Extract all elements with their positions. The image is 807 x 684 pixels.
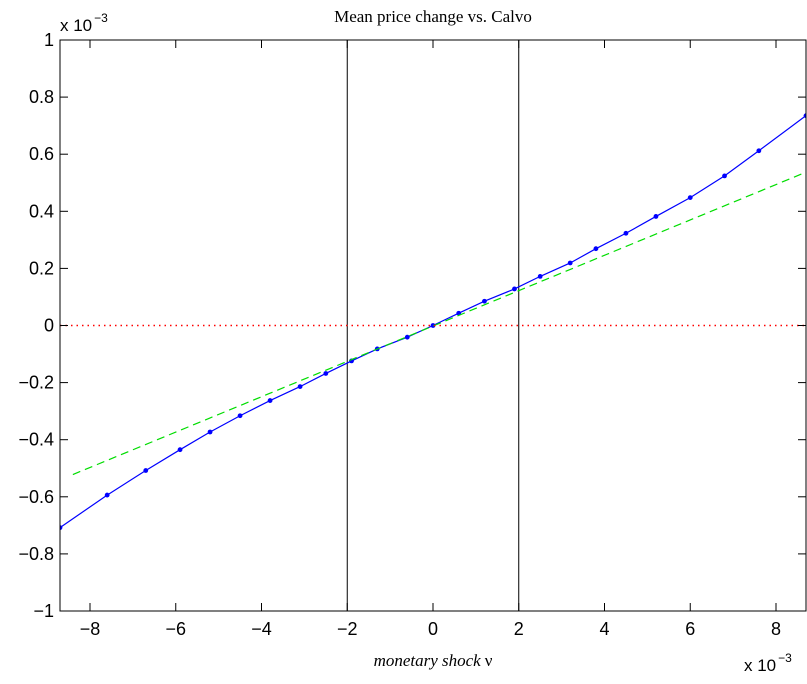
series-0-point [593,246,599,252]
series-0-point [623,230,629,236]
series-0-point [803,113,806,119]
x-axis-label-symbol: ν [485,651,493,670]
y-tick-label: 0.6 [29,144,54,164]
chart-title: Mean price change vs. Calvo [334,7,532,26]
y-tick-label: 0 [44,316,54,336]
plot-content [60,40,806,611]
x-tick-label: −8 [80,619,101,639]
plot-area [60,40,806,611]
series-0-point [207,429,213,435]
series-0-line [60,115,806,529]
x-tick-label: −4 [251,619,272,639]
series-1-line [72,171,806,476]
series-0-point [430,323,436,328]
series-0-point [722,173,727,179]
series-0-point [237,413,243,419]
x-axis-label-text: monetary shock [374,651,482,670]
x-tick-label: −6 [165,619,186,639]
series-0-point [512,286,517,292]
y-tick-label: 0.4 [29,201,54,221]
y-tick-label: −0.2 [18,373,54,393]
y-tick-label: 0.2 [29,258,54,278]
y-axis-multiplier-base: x 10 [60,16,92,35]
x-tick-label: 6 [685,619,695,639]
series-0-point [323,371,329,376]
series-0-point [482,298,487,304]
x-tick-label: 8 [771,619,781,639]
series-0-point [177,447,183,453]
series-0-point [60,525,63,531]
x-axis-multiplier: x 10 −3 [744,651,792,675]
x-axis-multiplier-exp: −3 [778,651,792,665]
series-0-point [267,398,273,403]
series-0-point [404,334,410,340]
x-tick-label: −2 [337,619,358,639]
series-0-point [756,148,762,154]
y-axis-multiplier-exp: −3 [94,11,108,25]
axis-ticks [60,39,806,612]
x-tick-label: 4 [599,619,609,639]
y-tick-label: −0.6 [18,487,54,507]
series-0-point [537,273,543,279]
series-0-point [143,468,149,473]
y-tick-label: −0.4 [18,430,54,450]
y-tick-label: 1 [44,30,54,50]
series-0-point [653,214,659,219]
axis-labels: −8 −6 −4 −2 0 2 4 6 8 −1 −0.8 −0.6 −0.4 −0.2 0 0.2 0.4 0.… [18,30,781,639]
y-tick-label: −1 [33,601,54,621]
y-tick-label: 0.8 [29,87,54,107]
series-0-point [687,195,693,200]
y-axis-multiplier: x 10 −3 [60,11,108,35]
series-0-point [104,492,110,498]
series-0-point [297,384,303,389]
x-axis-multiplier-base: x 10 [744,656,776,675]
y-tick-label: −0.8 [18,544,54,564]
x-axis-label: monetary shock ν [374,651,493,670]
x-tick-label: 2 [514,619,524,639]
series-0-point [567,260,573,266]
x-tick-label: 0 [428,619,438,639]
